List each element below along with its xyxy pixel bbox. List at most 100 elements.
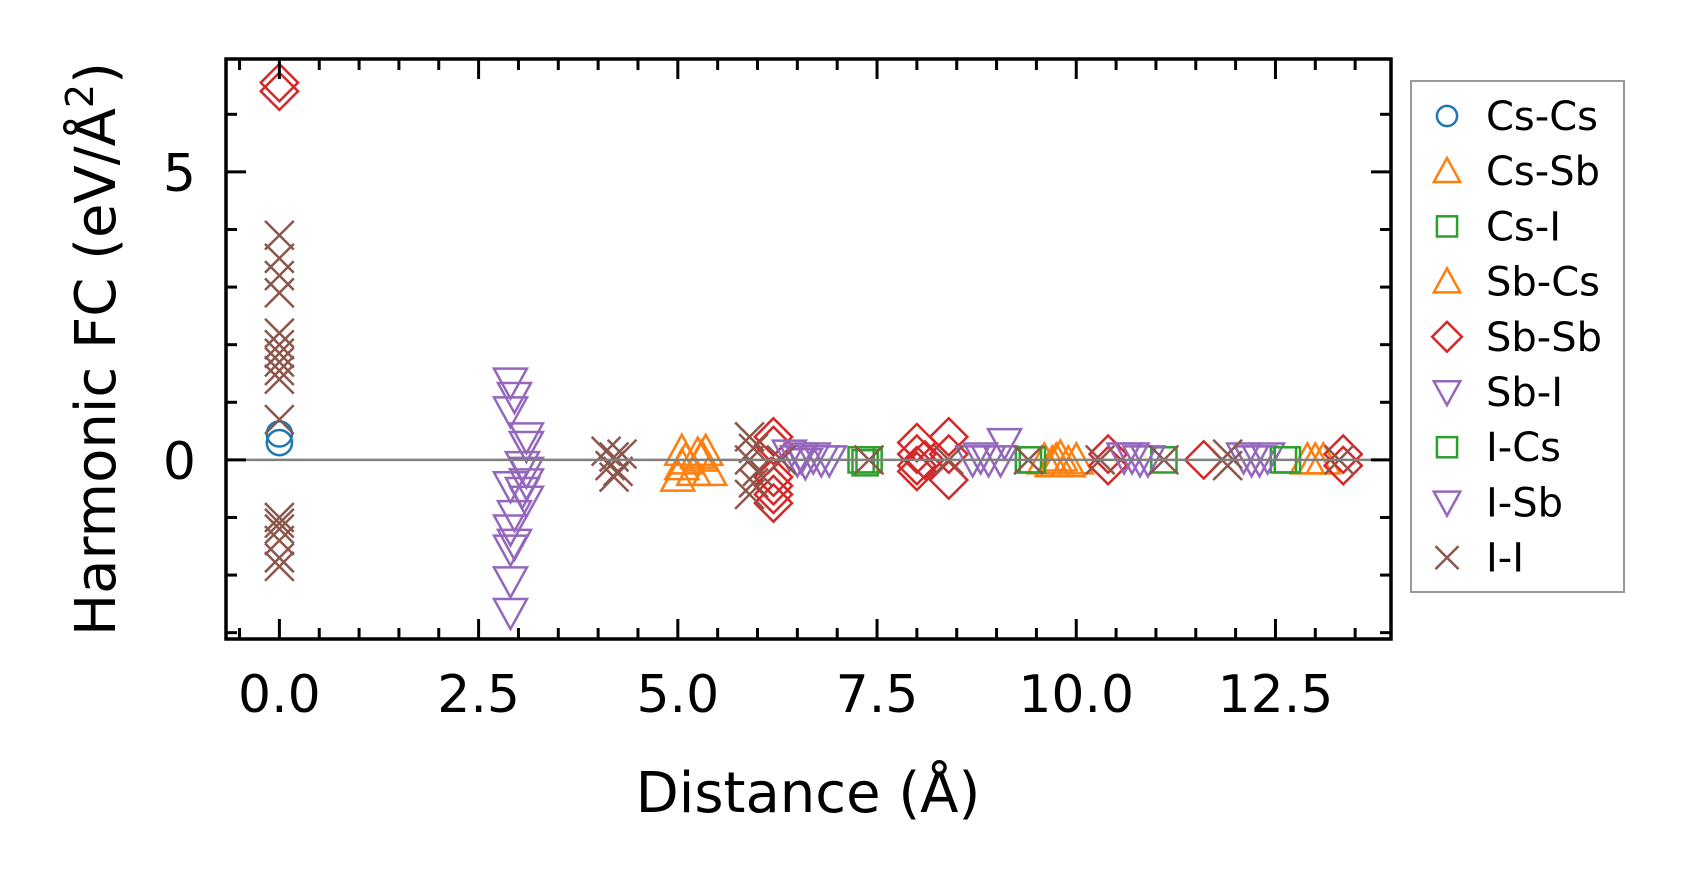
- legend-label: I-Cs: [1486, 425, 1561, 471]
- legend-label: I-I: [1486, 536, 1524, 582]
- data-point: [264, 243, 295, 274]
- x-tick-label: 2.5: [437, 665, 520, 725]
- legend-frame: [1410, 80, 1625, 593]
- axis-ticks: [226, 59, 1391, 639]
- legend-marker-icon: [1431, 155, 1463, 184]
- legend-marker-icon: [1431, 490, 1463, 519]
- data-point: [264, 507, 295, 539]
- data-point: [679, 435, 717, 469]
- data-point: [1087, 433, 1129, 475]
- legend-label: Sb-Sb: [1486, 315, 1602, 361]
- data-point: [1037, 440, 1075, 475]
- data-point: [753, 474, 794, 515]
- data-point: [753, 465, 794, 507]
- data-point: [896, 433, 938, 475]
- data-point: [742, 456, 773, 487]
- data-point: [264, 404, 295, 435]
- legend-label: Cs-Sb: [1486, 149, 1600, 195]
- data-point: [810, 445, 848, 479]
- data-point: [264, 551, 295, 582]
- data-point: [507, 430, 546, 465]
- data-point: [259, 62, 300, 103]
- data-point: [683, 437, 721, 472]
- data-point: [734, 421, 765, 453]
- data-point: [491, 566, 530, 600]
- legend-marker-icon: [1434, 545, 1460, 571]
- data-point: [734, 479, 765, 510]
- data-point: [602, 456, 634, 487]
- data-point: [753, 482, 794, 524]
- data-point: [264, 542, 295, 574]
- legend-marker-icon: [1431, 265, 1463, 294]
- legend-item-sb-cs: Sb-Cs: [1431, 260, 1600, 306]
- data-point: [1057, 440, 1095, 475]
- data-point: [1296, 440, 1334, 475]
- data-point: [264, 525, 295, 556]
- legend-item-sb-i: Sb-I: [1431, 370, 1563, 416]
- legend-label: Cs-I: [1486, 204, 1561, 250]
- data-point: [770, 439, 808, 474]
- data-point: [928, 416, 970, 458]
- data-point: [1212, 438, 1243, 470]
- data-points: [259, 62, 1364, 632]
- data-point: [896, 451, 938, 492]
- y-tick-labels: 05: [163, 144, 196, 492]
- data-point: [1322, 433, 1364, 475]
- data-point: [904, 439, 946, 481]
- legend-item-cs-sb: Cs-Sb: [1431, 149, 1600, 195]
- data-point: [264, 277, 295, 309]
- x-tick-labels: 0.0 2.5 5.0 7.5 10.0 12.5: [238, 665, 1333, 725]
- legend-item-cs-cs: Cs-Cs: [1435, 94, 1598, 140]
- data-point: [782, 442, 820, 477]
- legend-marker-icon: [1430, 320, 1464, 354]
- legend-item-i-i: I-I: [1434, 536, 1524, 582]
- data-point: [264, 355, 295, 386]
- legend-item-cs-i: Cs-I: [1435, 204, 1561, 250]
- data-point: [264, 363, 295, 395]
- legend-item-i-sb: I-Sb: [1431, 480, 1563, 526]
- data-point: [264, 329, 295, 360]
- plot-frame: [224, 57, 1393, 641]
- data-point: [507, 456, 546, 491]
- x-tick-label: 5.0: [636, 665, 719, 725]
- data-point: [1232, 445, 1271, 479]
- data-point: [265, 420, 294, 448]
- data-point: [598, 461, 630, 493]
- y-tick-label: 5: [163, 144, 196, 204]
- legend-marker-icon: [1431, 379, 1463, 408]
- data-point: [1322, 445, 1364, 487]
- data-point: [264, 502, 295, 533]
- x-axis-label: Distance (Å): [636, 760, 981, 826]
- x-tick-label: 7.5: [836, 665, 919, 725]
- legend-marker-icon: [1435, 215, 1459, 238]
- y-axis-label: Harmonic FC (eV/Å2): [58, 62, 129, 636]
- data-point: [738, 467, 769, 499]
- data-point: [264, 219, 295, 251]
- data-point: [1212, 450, 1243, 481]
- data-point: [1113, 442, 1151, 477]
- data-point: [264, 260, 295, 291]
- data-point: [265, 428, 294, 457]
- x-tick-label: 12.5: [1218, 665, 1334, 725]
- data-point: [491, 534, 530, 569]
- data-point: [851, 448, 879, 477]
- data-point: [264, 346, 295, 378]
- legend-label: Sb-Cs: [1486, 260, 1600, 306]
- data-point: [962, 442, 1000, 477]
- data-point: [606, 438, 638, 470]
- series-sb-i: [491, 367, 1287, 632]
- data-point: [507, 485, 546, 520]
- data-point: [659, 458, 697, 492]
- x-tick-label: 10.0: [1018, 665, 1134, 725]
- legend-item-i-cs: I-Cs: [1435, 425, 1561, 471]
- data-point: [264, 513, 295, 545]
- data-point: [1049, 443, 1087, 478]
- legend-item-sb-sb: Sb-Sb: [1430, 315, 1602, 361]
- series-i-sb: [782, 442, 1271, 479]
- data-point: [753, 416, 794, 458]
- data-point: [491, 396, 530, 431]
- legend-label: I-Sb: [1486, 480, 1563, 526]
- data-point: [491, 597, 530, 632]
- series-sb-sb: [259, 62, 1364, 524]
- legend-marker-icon: [1435, 435, 1459, 459]
